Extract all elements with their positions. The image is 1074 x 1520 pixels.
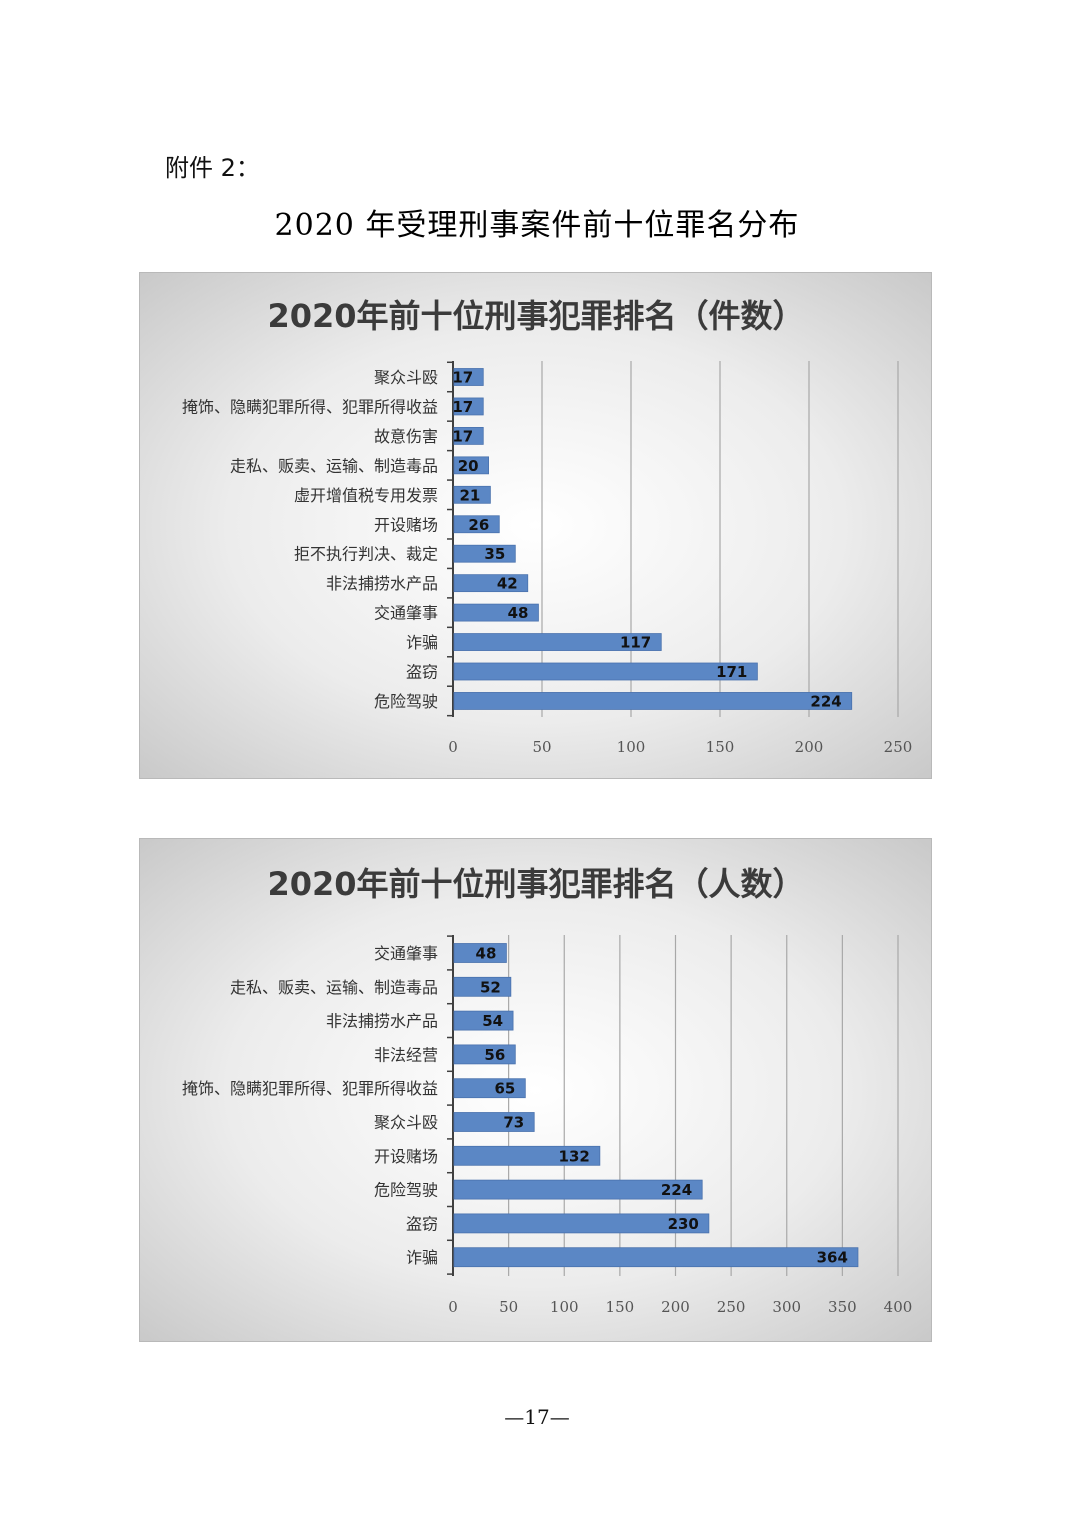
bar <box>453 633 662 651</box>
category-label: 掩饰、隐瞒犯罪所得、犯罪所得收益 <box>182 397 438 416</box>
bar <box>453 943 507 963</box>
chart-case-count: 2020年前十位刑事犯罪排名（件数） 0 50 100 150 200 250 聚众斗殴 17 掩… <box>139 272 932 779</box>
category-label: 危险驾驶 <box>374 692 438 711</box>
bar <box>453 574 529 593</box>
data-label: 224 <box>661 1181 692 1199</box>
bar <box>453 456 489 475</box>
x-tick-label: 0 <box>448 1298 458 1316</box>
category-label: 开设赌场 <box>374 1147 438 1166</box>
category-label: 掩饰、隐瞒犯罪所得、犯罪所得收益 <box>182 1079 438 1098</box>
data-label: 17 <box>452 369 473 387</box>
bar <box>453 1044 516 1065</box>
bar <box>453 1179 703 1200</box>
category-label: 聚众斗殴 <box>374 368 438 387</box>
data-label: 52 <box>480 978 501 996</box>
data-label: 17 <box>452 398 473 416</box>
category-label: 走私、贩卖、运输、制造毒品 <box>230 978 438 997</box>
data-label: 48 <box>476 945 497 963</box>
bar <box>453 1010 514 1031</box>
x-tick-label: 150 <box>706 738 735 756</box>
chart-person-count: 2020年前十位刑事犯罪排名（人数） 0 50 100 150 200 250 300 350 4… <box>139 838 932 1342</box>
bar <box>453 662 758 681</box>
data-label: 42 <box>497 575 518 593</box>
data-label: 224 <box>810 692 841 710</box>
data-label: 132 <box>559 1147 590 1165</box>
x-tick-label: 250 <box>717 1298 746 1316</box>
data-label: 48 <box>508 604 529 622</box>
data-label: 56 <box>484 1046 505 1064</box>
x-tick-label: 50 <box>532 738 551 756</box>
data-label: 17 <box>452 427 473 445</box>
x-tick-label: 200 <box>795 738 824 756</box>
x-tick-label: 200 <box>661 1298 690 1316</box>
bar <box>453 1078 526 1099</box>
bar <box>453 603 539 622</box>
data-label: 230 <box>668 1215 699 1233</box>
bar <box>453 692 853 710</box>
data-label: 73 <box>503 1114 524 1132</box>
attachment-label: 附件 2： <box>165 154 260 182</box>
data-label: 20 <box>458 457 479 475</box>
x-tick-label: 150 <box>606 1298 635 1316</box>
chart-case-count-svg: 2020年前十位刑事犯罪排名（件数） 0 50 100 150 200 250 聚众斗殴 17 掩… <box>182 297 913 756</box>
data-label: 35 <box>484 545 505 563</box>
bar <box>453 1145 601 1166</box>
bar <box>453 515 500 534</box>
bar <box>453 976 512 997</box>
category-label: 非法捕捞水产品 <box>326 1012 438 1031</box>
category-label: 诈骗 <box>406 1248 438 1267</box>
bar <box>453 544 516 563</box>
category-label: 交通肇事 <box>374 944 438 963</box>
x-tick-label: 350 <box>828 1298 857 1316</box>
x-tick-label: 100 <box>550 1298 579 1316</box>
x-tick-label: 100 <box>617 738 646 756</box>
x-tick-label: 250 <box>884 738 913 756</box>
chart-person-count-svg: 2020年前十位刑事犯罪排名（人数） 0 50 100 150 200 250 300 350 4… <box>182 865 913 1316</box>
category-label: 盗窃 <box>406 1214 438 1233</box>
category-label: 交通肇事 <box>374 604 438 623</box>
bar <box>453 397 484 416</box>
bar <box>453 485 491 504</box>
document-title: 2020 年受理刑事案件前十位罪名分布 <box>274 208 800 243</box>
bar <box>453 426 484 445</box>
x-tick-label: 400 <box>884 1298 913 1316</box>
category-label: 聚众斗殴 <box>374 1113 438 1132</box>
bar <box>453 368 484 386</box>
data-label: 364 <box>817 1249 848 1267</box>
category-label: 危险驾驶 <box>374 1181 438 1200</box>
category-label: 盗窃 <box>406 663 438 682</box>
category-label: 非法捕捞水产品 <box>326 574 438 593</box>
bar <box>453 1247 859 1268</box>
x-tick-label: 50 <box>499 1298 518 1316</box>
data-label: 21 <box>460 486 481 504</box>
data-label: 65 <box>494 1080 515 1098</box>
category-label: 虚开增值税专用发票 <box>294 486 438 505</box>
category-label: 开设赌场 <box>374 515 438 534</box>
category-label: 故意伤害 <box>374 427 438 446</box>
category-label: 拒不执行判决、裁定 <box>294 545 438 564</box>
chart-title: 2020年前十位刑事犯罪排名（人数） <box>267 865 804 903</box>
x-tick-label: 300 <box>772 1298 801 1316</box>
x-tick-label: 0 <box>448 738 458 756</box>
chart-title: 2020年前十位刑事犯罪排名（件数） <box>267 297 804 335</box>
bar <box>453 1112 535 1132</box>
category-label: 走私、贩卖、运输、制造毒品 <box>230 456 438 475</box>
category-label: 诈骗 <box>406 633 438 652</box>
page-number: —17— <box>504 1405 570 1429</box>
bar <box>453 1213 710 1234</box>
data-label: 117 <box>620 634 651 652</box>
data-label: 54 <box>482 1012 503 1030</box>
category-label: 非法经营 <box>374 1045 438 1064</box>
data-label: 26 <box>468 516 489 534</box>
data-label: 171 <box>716 663 747 681</box>
